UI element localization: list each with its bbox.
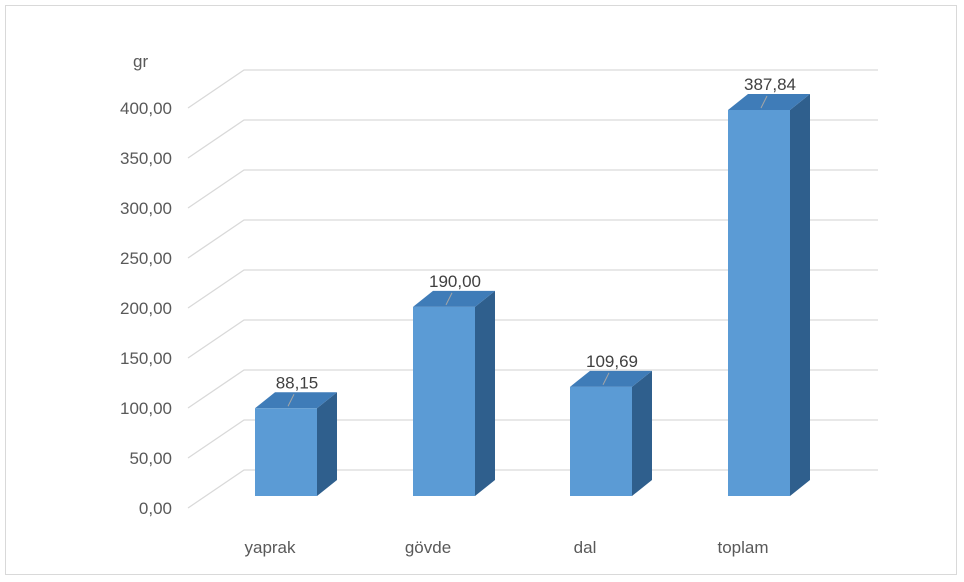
y-tick-label: 0,00 bbox=[139, 499, 172, 518]
y-tick-label: 100,00 bbox=[120, 399, 172, 418]
bar-side-toplam bbox=[790, 94, 810, 496]
y-tick-label: 50,00 bbox=[129, 449, 172, 468]
bar-side-dal bbox=[632, 370, 652, 496]
gridline bbox=[187, 319, 878, 359]
gridline bbox=[187, 469, 878, 509]
data-label: 387,84 bbox=[744, 75, 796, 94]
x-category-label: yaprak bbox=[244, 538, 296, 557]
bar-top-yaprak bbox=[255, 392, 337, 409]
y-axis-unit-label: gr bbox=[133, 52, 148, 71]
data-labels: 88,15 190,00 109,69 387,84 bbox=[276, 75, 796, 407]
bars bbox=[255, 94, 810, 496]
data-label-leader bbox=[602, 372, 610, 386]
bar-dal bbox=[570, 386, 632, 496]
data-label: 109,69 bbox=[586, 352, 638, 371]
y-axis-ticks: 0,00 50,00 100,00 150,00 200,00 250,00 300,00 3… bbox=[120, 99, 172, 518]
bar-top-toplam bbox=[728, 94, 810, 110]
data-label: 88,15 bbox=[276, 373, 319, 392]
gridline bbox=[187, 419, 878, 459]
x-axis-categories: yaprak gövde dal toplam bbox=[244, 538, 768, 557]
x-category-label: toplam bbox=[717, 538, 768, 557]
data-label-leader bbox=[760, 95, 768, 109]
y-tick-label: 150,00 bbox=[120, 349, 172, 368]
bar-toplam bbox=[728, 110, 790, 496]
bar-yaprak bbox=[255, 408, 317, 496]
bar-side-yaprak bbox=[317, 392, 337, 496]
bar-top-gövde bbox=[413, 290, 495, 307]
y-tick-label: 350,00 bbox=[120, 149, 172, 168]
gridline bbox=[187, 269, 878, 309]
x-category-label: dal bbox=[574, 538, 597, 557]
gridlines bbox=[187, 69, 878, 509]
x-category-label: gövde bbox=[405, 538, 451, 557]
data-label: 190,00 bbox=[429, 272, 481, 291]
gridline bbox=[187, 369, 878, 409]
bar-gövde bbox=[413, 306, 475, 496]
y-tick-label: 300,00 bbox=[120, 199, 172, 218]
gridline bbox=[187, 69, 878, 109]
data-label-leader bbox=[445, 292, 453, 306]
y-tick-label: 400,00 bbox=[120, 99, 172, 118]
bar-side-gövde bbox=[475, 290, 495, 496]
gridline bbox=[187, 169, 878, 209]
y-tick-label: 250,00 bbox=[120, 249, 172, 268]
y-tick-label: 200,00 bbox=[120, 299, 172, 318]
bar-top-dal bbox=[570, 370, 652, 387]
gridline bbox=[187, 219, 878, 259]
data-label-leader bbox=[287, 394, 295, 407]
gridline bbox=[187, 119, 878, 159]
